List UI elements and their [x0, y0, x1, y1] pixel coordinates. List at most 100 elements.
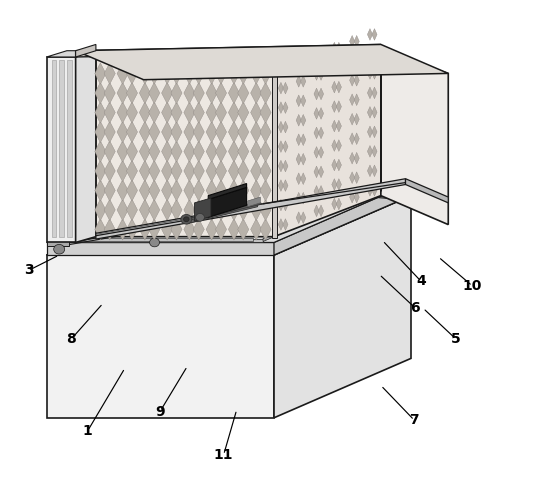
- Polygon shape: [336, 140, 341, 151]
- Polygon shape: [149, 102, 160, 123]
- Polygon shape: [184, 160, 195, 182]
- Polygon shape: [52, 60, 56, 237]
- Polygon shape: [104, 121, 115, 142]
- Polygon shape: [318, 166, 324, 178]
- Polygon shape: [60, 239, 263, 242]
- Polygon shape: [95, 121, 106, 142]
- Polygon shape: [229, 121, 239, 142]
- Polygon shape: [193, 199, 204, 221]
- Polygon shape: [260, 121, 271, 142]
- Polygon shape: [250, 180, 262, 201]
- Polygon shape: [95, 82, 106, 104]
- Polygon shape: [336, 62, 341, 73]
- Polygon shape: [318, 205, 324, 217]
- Polygon shape: [350, 55, 355, 67]
- Polygon shape: [117, 199, 128, 221]
- Polygon shape: [117, 160, 128, 182]
- Polygon shape: [139, 63, 151, 84]
- Polygon shape: [314, 185, 319, 197]
- Polygon shape: [193, 82, 204, 104]
- Polygon shape: [171, 121, 182, 142]
- Polygon shape: [206, 82, 217, 104]
- Polygon shape: [250, 102, 262, 123]
- Polygon shape: [149, 82, 160, 104]
- Polygon shape: [95, 63, 106, 84]
- Polygon shape: [171, 102, 182, 123]
- Polygon shape: [117, 180, 128, 201]
- Polygon shape: [95, 180, 106, 201]
- Polygon shape: [117, 63, 128, 84]
- Polygon shape: [104, 63, 115, 84]
- Polygon shape: [318, 108, 324, 119]
- Polygon shape: [301, 95, 306, 107]
- Polygon shape: [229, 141, 239, 162]
- Polygon shape: [184, 141, 195, 162]
- Polygon shape: [336, 81, 341, 93]
- Polygon shape: [278, 160, 283, 172]
- Polygon shape: [104, 160, 115, 182]
- Polygon shape: [171, 82, 182, 104]
- Polygon shape: [354, 114, 359, 125]
- Polygon shape: [332, 198, 337, 210]
- Circle shape: [184, 217, 189, 222]
- Polygon shape: [314, 146, 319, 158]
- Polygon shape: [229, 63, 239, 84]
- Polygon shape: [193, 102, 204, 123]
- Polygon shape: [47, 183, 411, 242]
- Polygon shape: [206, 199, 217, 221]
- Polygon shape: [229, 82, 239, 104]
- Polygon shape: [171, 199, 182, 221]
- Polygon shape: [367, 185, 373, 196]
- Polygon shape: [399, 175, 414, 188]
- Polygon shape: [283, 199, 288, 211]
- Polygon shape: [149, 180, 160, 201]
- Polygon shape: [95, 102, 106, 123]
- Polygon shape: [367, 107, 373, 118]
- Polygon shape: [215, 180, 226, 201]
- Polygon shape: [206, 121, 217, 142]
- Polygon shape: [318, 69, 324, 80]
- Polygon shape: [296, 192, 301, 204]
- Text: 6: 6: [410, 301, 420, 315]
- Polygon shape: [314, 88, 319, 100]
- Polygon shape: [184, 82, 195, 104]
- Polygon shape: [206, 180, 217, 201]
- Polygon shape: [350, 114, 355, 125]
- Polygon shape: [332, 43, 337, 54]
- Polygon shape: [318, 185, 324, 197]
- Polygon shape: [372, 165, 377, 177]
- Polygon shape: [189, 202, 258, 223]
- Polygon shape: [104, 199, 115, 221]
- Polygon shape: [127, 102, 138, 123]
- Polygon shape: [117, 82, 128, 104]
- Polygon shape: [76, 51, 96, 242]
- Polygon shape: [318, 127, 324, 139]
- Polygon shape: [162, 121, 173, 142]
- Polygon shape: [278, 63, 283, 74]
- Polygon shape: [139, 141, 151, 162]
- Polygon shape: [278, 121, 283, 133]
- Polygon shape: [372, 87, 377, 99]
- Polygon shape: [318, 146, 324, 158]
- Polygon shape: [372, 126, 377, 138]
- Polygon shape: [76, 44, 381, 57]
- Polygon shape: [206, 219, 217, 240]
- Polygon shape: [350, 191, 355, 203]
- Polygon shape: [260, 199, 271, 221]
- Polygon shape: [250, 160, 262, 182]
- Polygon shape: [274, 196, 411, 418]
- Polygon shape: [184, 219, 195, 240]
- Polygon shape: [318, 49, 324, 61]
- Polygon shape: [296, 95, 301, 107]
- Polygon shape: [193, 141, 204, 162]
- Polygon shape: [332, 101, 337, 113]
- Polygon shape: [47, 57, 76, 242]
- Polygon shape: [127, 160, 138, 182]
- Polygon shape: [149, 63, 160, 84]
- Polygon shape: [229, 199, 239, 221]
- Polygon shape: [127, 219, 138, 240]
- Polygon shape: [367, 126, 373, 138]
- Polygon shape: [96, 179, 406, 239]
- Polygon shape: [283, 219, 288, 230]
- Polygon shape: [95, 219, 106, 240]
